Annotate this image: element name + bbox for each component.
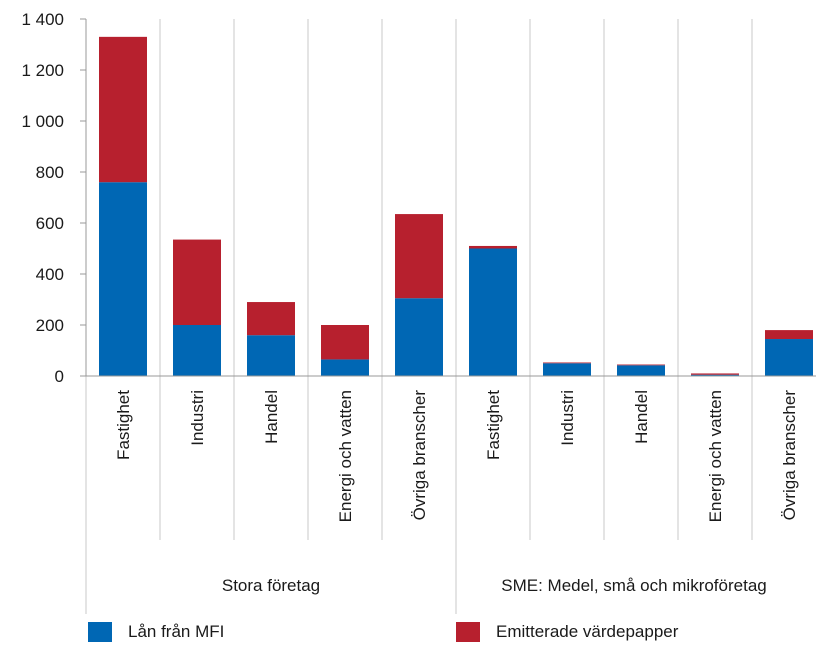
bar-emitterade-vardepapper-handel <box>617 364 665 366</box>
bar-lan-fran-mfi-fastighet <box>469 248 517 376</box>
x-category-label-energi-och-vatten: Energi och vatten <box>706 390 725 522</box>
legend: Lån från MFI Emitterade värdepapper <box>88 622 788 646</box>
bar-emitterade-vardepapper-energi-och-vatten <box>691 373 739 375</box>
legend-item-emitterade-vardepapper: Emitterade värdepapper <box>456 622 678 642</box>
bar-emitterade-vardepapper-fastighet <box>99 36 147 183</box>
bar-lan-fran-mfi-industri <box>173 325 221 376</box>
legend-label-emitterade-vardepapper: Emitterade värdepapper <box>496 622 679 641</box>
y-tick-label: 400 <box>36 265 64 284</box>
bar-emitterade-vardepapper-ovriga-branscher <box>765 330 813 340</box>
y-tick-label: 800 <box>36 163 64 182</box>
y-tick-label: 600 <box>36 214 64 233</box>
bar-emitterade-vardepapper-ovriga-branscher <box>395 214 443 299</box>
bar-lan-fran-mfi-ovriga-branscher <box>395 298 443 376</box>
group-label-stora-foretag: Stora företag <box>222 576 320 595</box>
bar-emitterade-vardepapper-energi-och-vatten <box>321 325 369 360</box>
bar-emitterade-vardepapper-handel <box>247 302 295 336</box>
x-category-label-energi-och-vatten: Energi och vatten <box>336 390 355 522</box>
bar-lan-fran-mfi-handel <box>247 335 295 376</box>
legend-item-lan-fran-mfi: Lån från MFI <box>88 622 224 642</box>
x-category-label-handel: Handel <box>632 390 651 444</box>
x-category-label-ovriga-branscher: Övriga branscher <box>780 390 799 521</box>
bar-lan-fran-mfi-industri <box>543 363 591 376</box>
bar-lan-fran-mfi-fastighet <box>99 182 147 376</box>
bar-emitterade-vardepapper-industri <box>173 239 221 325</box>
group-label-sme-medel-sma-och-mikroforetag: SME: Medel, små och mikroföretag <box>501 576 766 595</box>
x-category-label-industri: Industri <box>558 390 577 446</box>
bar-emitterade-vardepapper-fastighet <box>469 245 517 249</box>
bar-lan-fran-mfi-handel <box>617 365 665 376</box>
y-tick-label: 1 400 <box>21 10 64 29</box>
y-tick-label: 1 200 <box>21 61 64 80</box>
x-category-label-fastighet: Fastighet <box>484 390 503 460</box>
y-tick-label: 1 000 <box>21 112 64 131</box>
legend-label-lan-fran-mfi: Lån från MFI <box>128 622 225 641</box>
y-tick-label: 200 <box>36 316 64 335</box>
bar-emitterade-vardepapper-industri <box>543 362 591 364</box>
legend-swatch-lan-fran-mfi <box>88 622 112 642</box>
y-tick-label: 0 <box>55 367 64 386</box>
bar-lan-fran-mfi-energi-och-vatten <box>691 374 739 376</box>
bar-lan-fran-mfi-energi-och-vatten <box>321 359 369 376</box>
stacked-bar-chart: 0 200 400 600 800 1 000 1 200 1 400 Fastighet Ind… <box>21 10 816 614</box>
legend-swatch-emitterade-vardepapper <box>456 622 480 642</box>
x-category-label-ovriga-branscher: Övriga branscher <box>410 390 429 521</box>
x-category-label-fastighet: Fastighet <box>114 390 133 460</box>
x-category-label-industri: Industri <box>188 390 207 446</box>
x-category-label-handel: Handel <box>262 390 281 444</box>
bar-lan-fran-mfi-ovriga-branscher <box>765 339 813 376</box>
